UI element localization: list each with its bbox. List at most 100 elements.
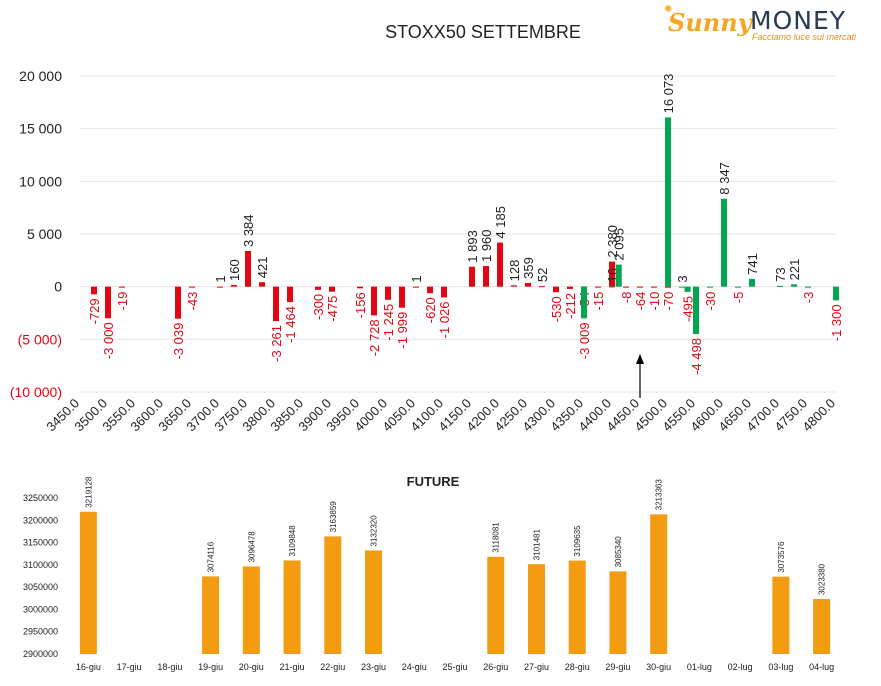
data-label: 4 185 xyxy=(493,206,508,239)
data-label: -1 999 xyxy=(395,312,410,349)
bar xyxy=(189,286,195,288)
bar xyxy=(91,286,97,295)
x-tick-label: 30-giu xyxy=(646,662,671,672)
y-tick-label: 0 xyxy=(54,279,62,295)
data-label: -3 039 xyxy=(171,323,186,360)
bar xyxy=(665,117,671,287)
bar xyxy=(623,286,629,288)
x-tick-label: 25-giu xyxy=(442,662,467,672)
data-label: 3023380 xyxy=(818,563,827,595)
data-label: 3132320 xyxy=(370,515,379,547)
x-tick-label: 22-giu xyxy=(320,662,345,672)
data-label: -15 xyxy=(591,292,606,311)
data-label: -212 xyxy=(563,293,578,319)
data-label: 2 095 xyxy=(612,228,627,261)
data-label: -3 261 xyxy=(269,325,284,362)
brand-logo: ✺ Sunny MONEY Facciamo luce sui mercati xyxy=(664,4,868,44)
data-label: 128 xyxy=(507,260,522,282)
data-label: -1 026 xyxy=(437,301,452,338)
data-label: 2 380 xyxy=(605,225,620,258)
bar xyxy=(684,286,691,292)
x-tick-label: 18-giu xyxy=(157,662,182,672)
data-label: 3109635 xyxy=(573,525,582,557)
bar xyxy=(413,286,419,288)
chart-title: FUTURE xyxy=(407,474,460,489)
data-label: 359 xyxy=(521,257,536,279)
data-label: -70 xyxy=(661,292,676,311)
data-label: -8 xyxy=(619,292,634,304)
bar xyxy=(735,286,741,288)
data-label: -620 xyxy=(423,297,438,323)
bar xyxy=(329,286,335,292)
data-label: -2 728 xyxy=(367,319,382,356)
bar xyxy=(581,286,587,319)
x-tick-label: 16-giu xyxy=(76,662,101,672)
bar xyxy=(441,286,447,298)
data-label: 221 xyxy=(787,259,802,281)
x-tick-label: 17-giu xyxy=(117,662,142,672)
data-label: 1 xyxy=(409,275,424,282)
data-label: 3085340 xyxy=(614,536,623,568)
bar xyxy=(497,242,503,287)
bar xyxy=(553,286,559,293)
data-label: 421 xyxy=(255,257,270,279)
bar xyxy=(469,266,475,287)
y-tick-label: 5 000 xyxy=(27,226,62,242)
data-label: -3 000 xyxy=(101,322,116,359)
bar xyxy=(772,576,790,654)
data-label: 3219128 xyxy=(84,476,93,508)
data-label: -64 xyxy=(633,292,648,311)
bar xyxy=(487,556,505,654)
data-label: -30 xyxy=(703,292,718,311)
y-tick-label: 3100000 xyxy=(23,560,58,570)
data-label: 160 xyxy=(227,259,242,281)
bar xyxy=(242,566,260,654)
data-label: -3 xyxy=(801,292,816,304)
bar xyxy=(315,286,321,290)
x-tick-label: 03-lug xyxy=(768,662,793,672)
data-label: 52 xyxy=(535,268,550,282)
data-label: 3074116 xyxy=(207,541,216,572)
bar xyxy=(217,286,223,288)
y-tick-label: 2950000 xyxy=(23,627,58,637)
bar xyxy=(231,284,237,287)
data-label: 1 xyxy=(213,275,228,282)
data-label: -1 300 xyxy=(829,304,844,341)
bar xyxy=(595,286,601,288)
y-tick-label: 10 000 xyxy=(19,173,62,189)
data-label: -300 xyxy=(311,294,326,320)
bar xyxy=(202,576,220,654)
chart-title: STOXX50 SETTEMBRE xyxy=(385,22,581,42)
bar xyxy=(637,286,643,288)
data-label: 3213363 xyxy=(655,479,664,511)
data-label: 1 960 xyxy=(479,229,494,262)
data-label: 3073576 xyxy=(777,541,786,573)
data-label: 3118081 xyxy=(492,522,501,553)
y-tick-label: 3000000 xyxy=(23,604,58,614)
bar xyxy=(651,286,657,288)
bar xyxy=(357,286,363,289)
y-tick-label: 3250000 xyxy=(23,493,58,503)
bar xyxy=(609,286,615,288)
x-tick-label: 27-giu xyxy=(524,662,549,672)
logo-tagline: Facciamo luce sui mercati xyxy=(752,32,857,42)
data-label: -10 xyxy=(647,292,662,311)
bar xyxy=(609,571,627,654)
data-label: -5 xyxy=(731,292,746,304)
annotation-arrow-head xyxy=(636,354,644,364)
bar xyxy=(119,286,125,288)
data-label: -156 xyxy=(353,292,368,318)
bar xyxy=(427,286,433,294)
bar xyxy=(693,286,699,335)
x-tick-label: 19-giu xyxy=(198,662,223,672)
y-tick-label: 3050000 xyxy=(23,582,58,592)
bar xyxy=(245,251,251,287)
y-tick-label: 3200000 xyxy=(23,515,58,525)
y-tick-label: 2900000 xyxy=(23,649,58,659)
data-label: 73 xyxy=(773,267,788,281)
bar xyxy=(665,286,671,288)
bar xyxy=(79,511,97,654)
data-label: -4 498 xyxy=(689,338,704,375)
bar xyxy=(105,286,111,319)
x-tick-label: 20-giu xyxy=(239,662,264,672)
